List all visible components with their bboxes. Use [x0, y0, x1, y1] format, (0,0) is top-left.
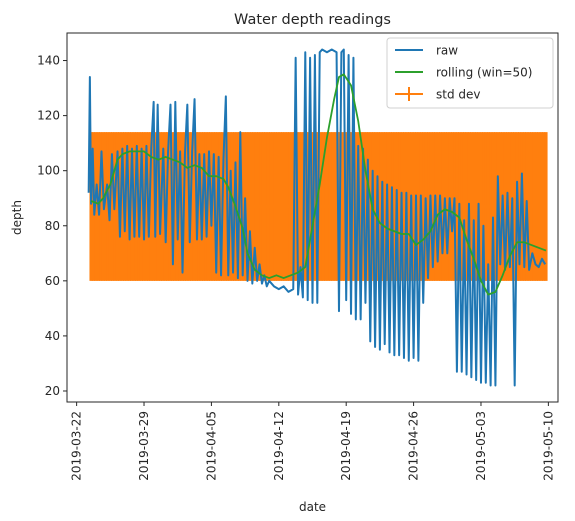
y-axis-label: depth	[10, 200, 24, 235]
raw-line	[87, 48, 547, 387]
y-tick-label: 120	[37, 109, 60, 123]
y-tick-label: 60	[45, 274, 60, 288]
y-axis: 20 40 60 80 100 120 140	[37, 54, 67, 398]
x-tick-label: 2019-05-03	[474, 411, 488, 481]
x-tick-label: 2019-03-22	[70, 411, 84, 481]
legend-label-std-dev: std dev	[436, 88, 481, 102]
y-tick-label: 140	[37, 54, 60, 68]
x-tick-label: 2019-03-29	[137, 411, 151, 481]
x-axis-label: date	[299, 500, 326, 514]
plot-frame	[66, 32, 559, 403]
legend-box	[386, 37, 554, 109]
raw-series	[87, 48, 547, 387]
chart-title: Water depth readings	[234, 12, 391, 28]
x-tick-label: 2019-04-05	[204, 411, 218, 481]
x-axis: 2019-03-22 2019-03-29 2019-04-05 2019-04-12…	[70, 402, 555, 481]
y-tick-label: 40	[45, 329, 60, 343]
x-tick-label: 2019-04-26	[407, 411, 421, 481]
x-tick-label: 2019-04-12	[272, 411, 286, 481]
rolling-line	[90, 73, 547, 296]
legend-label-raw: raw	[436, 44, 458, 58]
x-tick-label: 2019-04-19	[339, 411, 353, 481]
y-tick-label: 20	[45, 384, 60, 398]
legend-label-rolling: rolling (win=50)	[436, 66, 533, 80]
rolling-series	[90, 73, 547, 296]
y-tick-label: 100	[37, 164, 60, 178]
legend: raw rolling (win=50) std dev	[386, 37, 554, 109]
y-tick-label: 80	[45, 219, 60, 233]
x-tick-label: 2019-05-10	[541, 411, 555, 481]
